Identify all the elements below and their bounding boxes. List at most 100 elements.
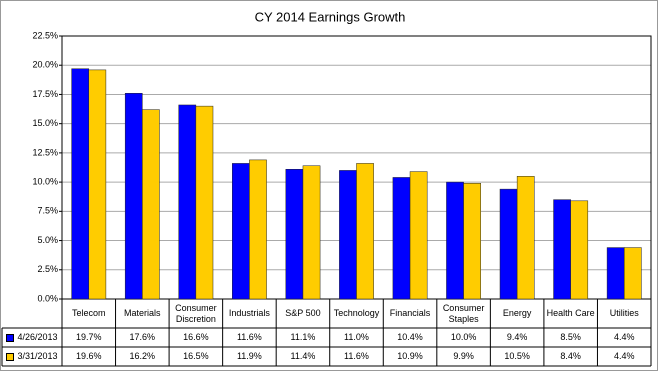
- bar: [356, 163, 374, 300]
- bar: [516, 176, 535, 300]
- y-tick-label: 10.0%: [32, 176, 58, 186]
- value-label-text: 11.6%: [236, 332, 262, 342]
- value-label: 11.9%: [223, 347, 277, 366]
- value-label-text: 11.4%: [290, 351, 316, 361]
- value-label: 10.4%: [383, 328, 437, 347]
- value-label-text: 11.9%: [236, 351, 262, 361]
- bar: [606, 247, 625, 300]
- value-label-text: 10.5%: [504, 351, 530, 361]
- y-tick-label: 15.0%: [32, 118, 58, 128]
- category-label: S&P 500: [276, 299, 330, 328]
- value-label: 4.4%: [597, 328, 651, 347]
- legend-entry: 3/31/2013: [2, 347, 62, 366]
- value-label-text: 9.4%: [506, 332, 528, 342]
- value-label-text: 17.6%: [129, 332, 156, 342]
- category-label-text: Consumer Discretion: [175, 302, 217, 324]
- category-label-text: Health Care: [546, 308, 595, 318]
- value-label-text: 9.9%: [453, 351, 474, 361]
- value-label: 11.6%: [330, 347, 384, 366]
- category-label-text: Utilities: [609, 308, 639, 318]
- category-label-text: S&P 500: [285, 308, 321, 318]
- value-label: 16.2%: [116, 347, 170, 366]
- value-label-text: 16.2%: [129, 351, 156, 361]
- y-tick-label: 12.5%: [32, 147, 58, 157]
- bar: [142, 109, 160, 300]
- bar: [249, 159, 267, 300]
- value-label-text: 11.1%: [290, 332, 316, 342]
- y-tick-label: 17.5%: [32, 89, 58, 99]
- value-label-text: 19.6%: [76, 351, 102, 361]
- y-tick-label: 2.5%: [37, 264, 58, 274]
- value-label: 4.4%: [597, 347, 651, 366]
- bar: [302, 165, 321, 300]
- category-label: Consumer Discretion: [169, 299, 223, 328]
- category-label-text: Technology: [333, 308, 380, 318]
- value-label: 17.6%: [116, 328, 170, 347]
- y-tick-label: 22.5%: [32, 30, 58, 40]
- bar: [553, 199, 571, 300]
- y-tick-label: 0.0%: [37, 293, 58, 303]
- y-tick-label: 7.5%: [37, 206, 58, 216]
- chart-title: CY 2014 Earnings Growth: [255, 9, 406, 24]
- value-label: 10.0%: [437, 328, 491, 347]
- value-label: 11.1%: [276, 328, 330, 347]
- value-label-text: 10.0%: [450, 332, 477, 342]
- bar: [409, 171, 428, 300]
- value-label: 19.6%: [62, 347, 116, 366]
- value-label: 10.9%: [383, 347, 437, 366]
- value-label: 11.4%: [276, 347, 330, 366]
- value-label: 19.7%: [62, 328, 116, 347]
- legend-entry-text: 4/26/2013: [17, 332, 58, 342]
- category-label-text: Financials: [389, 308, 431, 318]
- category-label: Financials: [383, 299, 437, 328]
- category-label: Consumer Staples: [437, 299, 491, 328]
- value-label-text: 10.4%: [397, 332, 423, 342]
- value-label: 8.5%: [544, 328, 598, 347]
- value-label-text: 16.6%: [183, 332, 209, 342]
- bar: [392, 177, 411, 300]
- value-label-text: 11.0%: [344, 332, 369, 342]
- category-label: Industrials: [223, 299, 277, 328]
- bar: [232, 163, 250, 300]
- bar: [71, 68, 90, 300]
- value-label-text: 16.5%: [183, 351, 209, 361]
- category-label: Utilities: [597, 299, 651, 328]
- bar: [446, 181, 464, 300]
- category-label: Technology: [330, 299, 384, 328]
- category-label-text: Energy: [502, 308, 532, 318]
- y-tick-label: 5.0%: [37, 235, 58, 245]
- bar: [124, 93, 143, 300]
- value-label-text: 8.4%: [560, 351, 581, 361]
- value-label-text: 10.9%: [397, 351, 423, 361]
- bar: [178, 104, 197, 300]
- value-label-text: 11.6%: [344, 351, 369, 361]
- value-label: 9.4%: [490, 328, 544, 347]
- bar: [88, 69, 107, 300]
- value-label: 11.6%: [223, 328, 277, 347]
- value-label-text: 4.4%: [613, 332, 635, 342]
- value-label: 10.5%: [490, 347, 544, 366]
- category-label-text: Materials: [124, 308, 161, 318]
- bar: [499, 188, 518, 300]
- bar: [285, 169, 304, 300]
- legend-entry: 4/26/2013: [2, 328, 62, 347]
- category-label-text: Telecom: [72, 308, 106, 318]
- legend-key: [6, 333, 15, 342]
- value-label-text: 4.4%: [613, 351, 635, 361]
- category-label: Health Care: [544, 299, 598, 328]
- value-label: 9.9%: [437, 347, 491, 366]
- bar: [623, 247, 642, 300]
- value-label: 8.4%: [544, 347, 598, 366]
- value-label: 11.0%: [330, 328, 384, 347]
- category-label: Telecom: [62, 299, 116, 328]
- category-label: Energy: [490, 299, 544, 328]
- bar: [339, 170, 357, 300]
- value-label-text: 8.5%: [560, 332, 581, 342]
- bar: [570, 200, 589, 300]
- bar: [463, 183, 481, 300]
- y-tick-label: 20.0%: [32, 60, 58, 70]
- value-label: 16.6%: [169, 328, 223, 347]
